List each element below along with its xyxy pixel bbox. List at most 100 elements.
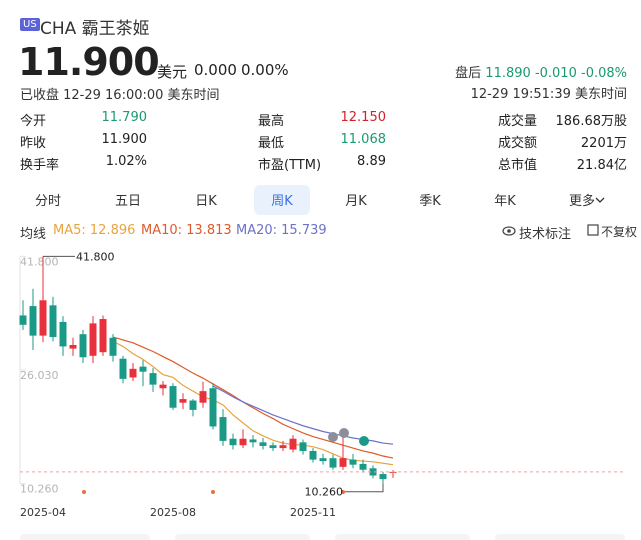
bottom-button[interactable] (335, 534, 470, 540)
tech-mark[interactable]: 技术标注 (519, 227, 572, 242)
bottom-button[interactable] (20, 534, 150, 540)
change-pct: 0.00% (241, 61, 289, 79)
candle-body (29, 306, 37, 336)
candle-body (319, 458, 327, 462)
tab[interactable]: 周K (271, 194, 293, 209)
candle-body (99, 319, 107, 353)
candle-body (189, 400, 197, 410)
ma-line (112, 336, 394, 459)
candle-body (289, 438, 297, 450)
candle-body (199, 391, 207, 403)
price: 11.900 (18, 40, 160, 84)
y-tick-label: 41.800 (20, 255, 59, 268)
candle-body (369, 468, 377, 476)
change: 0.000 (194, 61, 237, 79)
candle-body (209, 388, 217, 427)
candle-body (379, 474, 387, 480)
tab[interactable]: 季K (419, 194, 441, 209)
stat-value: 21.84亿 (576, 158, 627, 173)
bottom-button[interactable] (175, 534, 310, 540)
ah-label: 盘后 (455, 66, 482, 81)
candle-body (299, 442, 307, 451)
candle-body (269, 445, 277, 449)
stat-label: 换手率 (20, 158, 60, 173)
event-dot (341, 490, 345, 494)
candle-body (59, 321, 67, 347)
stat-label: 成交额 (498, 136, 538, 151)
candle-body (229, 438, 237, 446)
stat-label: 市盈(TTM) (258, 158, 322, 173)
candle-body (89, 323, 97, 356)
stat-label: 总市值 (498, 158, 538, 173)
stat-label: 昨收 (20, 136, 47, 151)
ah-change-pct: -0.08% (581, 66, 627, 81)
x-tick-label: 2025-11 (290, 506, 336, 519)
event-marker (339, 428, 349, 438)
x-tick-label: 2025-08 (150, 506, 196, 519)
market-badge: US (20, 18, 40, 31)
x-tick-label: 2025-04 (20, 506, 66, 519)
stat-value: 8.89 (357, 154, 386, 169)
stat-label: 最高 (258, 114, 285, 129)
candle-body (259, 442, 267, 446)
candle-body (179, 399, 187, 403)
stat-label: 最低 (258, 136, 285, 151)
candle-body (279, 445, 287, 449)
stat-label: 成交量 (498, 114, 538, 129)
stat-value: 11.900 (101, 132, 148, 147)
candle-body (249, 439, 257, 443)
tab[interactable]: 五日 (114, 194, 142, 209)
candle-body (329, 458, 337, 468)
y-tick-label: 10.260 (20, 483, 59, 496)
indicator-label: 均线 (20, 227, 47, 242)
stat-value: 1.02% (105, 154, 147, 169)
annotation-label: 41.800 (76, 250, 115, 263)
annotation-line (345, 483, 384, 493)
tab[interactable]: 分时 (34, 194, 62, 209)
candle-body (69, 345, 77, 349)
candle-body (129, 368, 137, 378)
adjust[interactable]: 不复权 (601, 225, 638, 239)
ma-line (212, 385, 394, 445)
event-dot (211, 490, 215, 494)
candle-body (169, 386, 177, 408)
ah-change: -0.010 (534, 66, 577, 81)
y-tick-label: 26.030 (20, 369, 59, 382)
stat-value: 2201万 (580, 136, 627, 151)
candle-body (309, 450, 317, 460)
legend-entry: MA10: 13.813 (141, 223, 232, 238)
stat-value: 12.150 (340, 110, 387, 125)
legend-entry: MA5: 12.896 (53, 223, 136, 238)
status: 已收盘 12-29 16:00:00 美东时间 (20, 88, 220, 103)
event-dot (82, 490, 86, 494)
candle-body (219, 417, 227, 441)
annotation-label: 10.260 (305, 486, 344, 499)
candle-body (49, 305, 57, 338)
tab[interactable]: 日K (195, 194, 217, 209)
candle-body (109, 337, 117, 356)
candle-body (39, 300, 47, 336)
tab-selected-bg (254, 185, 310, 215)
after-hours: 盘后 11.890 -0.010 -0.08% (455, 62, 627, 81)
bottom-button[interactable] (495, 534, 625, 540)
candle-body (159, 384, 167, 389)
tab[interactable]: 年K (494, 194, 516, 209)
candle-body (239, 438, 247, 446)
candle-body (139, 366, 147, 372)
candle-body (339, 458, 347, 467)
stat-value: 186.68万股 (555, 114, 628, 129)
stat-value: 11.068 (340, 132, 387, 147)
event-marker (328, 432, 338, 442)
candle-body (149, 373, 157, 385)
candle-body (79, 334, 87, 358)
tab[interactable]: 更多 (568, 194, 596, 209)
candle-body (119, 358, 127, 379)
tab[interactable]: 月K (345, 194, 367, 209)
candle-body (349, 459, 357, 465)
currency: 美元 (157, 63, 188, 81)
candle-body (359, 463, 367, 470)
stat-label: 今开 (20, 114, 47, 129)
candle-body (19, 315, 27, 325)
